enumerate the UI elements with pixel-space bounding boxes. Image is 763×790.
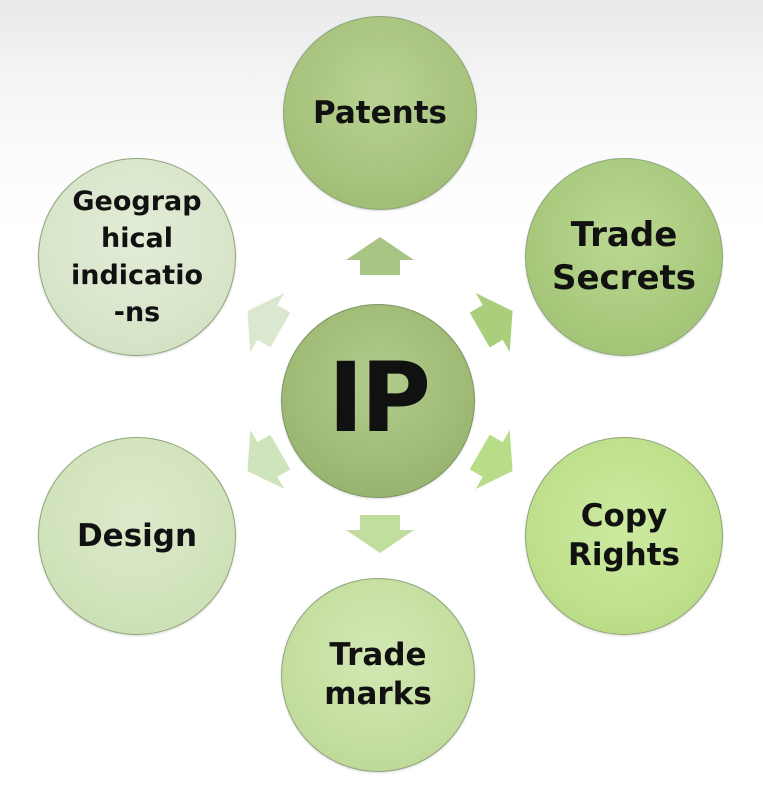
node-patents: Patents: [283, 16, 477, 210]
node-patents-label: Patents: [313, 94, 447, 131]
arrow-lower-left-icon: [247, 430, 291, 489]
node-geographical-indications: Geograp hical indicatio -ns: [38, 158, 236, 356]
arrow-upper-left-icon: [247, 293, 291, 352]
node-trade-secrets: Trade Secrets: [525, 158, 723, 356]
arrow-upper-right-icon: [469, 293, 513, 352]
node-copy-rights-label: Copy Rights: [567, 498, 681, 573]
arrow-down-icon: [346, 515, 414, 553]
arrow-up-icon: [346, 237, 414, 275]
node-design: Design: [38, 437, 236, 635]
node-trade-marks-label: Trade marks: [324, 637, 432, 712]
node-design-label: Design: [76, 517, 198, 554]
node-geographical-indications-label: Geograp hical indicatio -ns: [71, 186, 203, 328]
node-copy-rights: Copy Rights: [525, 437, 723, 635]
node-trade-secrets-label: Trade Secrets: [551, 215, 697, 298]
center-label: IP: [327, 342, 431, 454]
center-node-ip: IP: [281, 304, 475, 498]
arrow-lower-right-icon: [469, 430, 513, 489]
node-trade-marks: Trade marks: [281, 578, 475, 772]
